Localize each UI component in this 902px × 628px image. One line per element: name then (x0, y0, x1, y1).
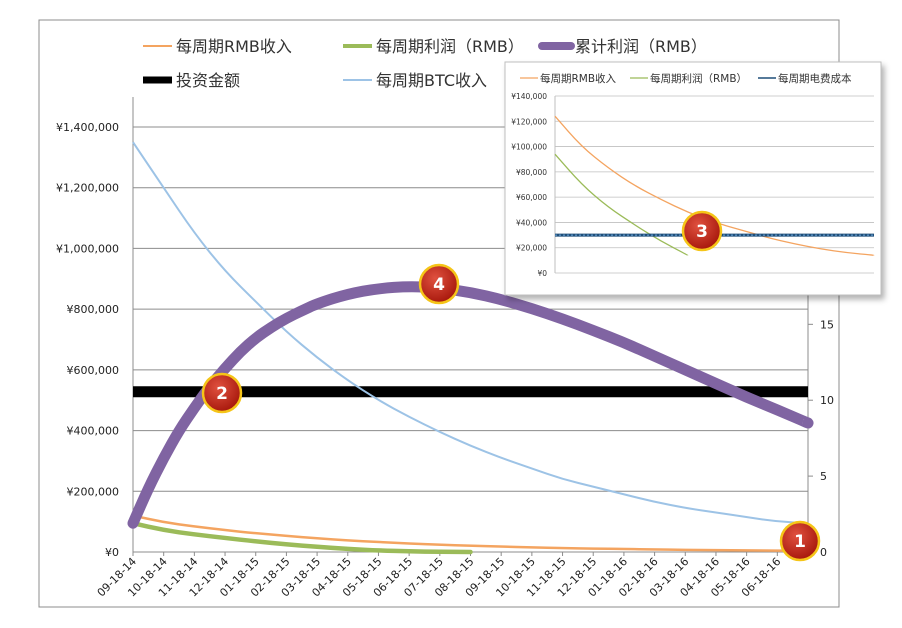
legend-label-investment: 投资金额 (176, 71, 240, 90)
main-left-tick-label: ¥1,400,000 (56, 121, 119, 134)
series-line-rmb-income (132, 514, 810, 553)
inset-y-tick-label: ¥40,000 (516, 218, 547, 227)
inset-y-tick-label: ¥100,000 (511, 143, 547, 152)
inset-y-tick-label: ¥20,000 (516, 244, 547, 253)
inset-y-axis: ¥0 ¥20,000 ¥40,000 ¥60,000 ¥80,000 ¥100,000 ¥1… (511, 92, 547, 278)
inset-chart-frame (504, 61, 882, 296)
callout-badge-3-label: 3 (696, 222, 708, 242)
main-left-axis: ¥0 ¥200,000 ¥400,000 ¥600,000 ¥800,000 ¥1,000… (56, 121, 119, 559)
inset-chart (504, 61, 882, 296)
series-line-profit (132, 521, 473, 555)
main-right-tick-label: 15 (820, 318, 834, 331)
callout-badge-1-label: 1 (794, 532, 806, 552)
main-left-tick-label: ¥1,000,000 (56, 242, 119, 255)
main-legend: 每周期RMB收入 每周期利润（RMB） 累计利润（RMB） 投资金额 每周期BT… (143, 37, 707, 90)
main-left-tick-label: ¥1,200,000 (56, 182, 119, 195)
callout-badge-2-label: 2 (216, 384, 228, 404)
inset-legend-label-power-cost: 每周期电费成本 (778, 72, 852, 85)
legend-label-btc-income: 每周期BTC收入 (376, 71, 487, 90)
main-left-tick-label: ¥800,000 (67, 303, 120, 316)
main-right-tick-label: 0 (820, 546, 827, 559)
inset-y-tick-label: ¥60,000 (516, 193, 547, 202)
inset-legend-label-profit: 每周期利润（RMB） (650, 72, 747, 85)
legend-label-profit: 每周期利润（RMB） (376, 37, 524, 56)
inset-y-tick-label: ¥120,000 (511, 117, 547, 126)
main-left-tick-label: ¥0 (105, 546, 119, 559)
inset-y-tick-label: ¥80,000 (516, 168, 547, 177)
main-right-tick-label: 10 (820, 394, 834, 407)
inset-legend: 每周期RMB收入 每周期利润（RMB） 每周期电费成本 (520, 72, 852, 85)
inset-series-line-profit (554, 153, 689, 256)
legend-label-cumulative-profit: 累计利润（RMB） (575, 37, 707, 56)
series-line-btc-income (132, 141, 810, 525)
legend-label-rmb-income: 每周期RMB收入 (176, 37, 292, 56)
series-line-cumulative-profit (127, 281, 814, 529)
main-left-tick-label: ¥600,000 (67, 364, 120, 377)
callout-badge-1: 1 (779, 520, 821, 562)
callout-badge-3: 3 (681, 210, 723, 252)
inset-y-tick-label: ¥140,000 (511, 92, 547, 101)
main-series-group (127, 141, 814, 555)
inset-legend-label-rmb-income: 每周期RMB收入 (540, 72, 617, 85)
callout-badge-2: 2 (201, 372, 243, 414)
main-left-tick-label: ¥200,000 (67, 485, 120, 498)
callout-badge-4: 4 (418, 263, 460, 305)
main-right-tick-label: 5 (820, 470, 827, 483)
main-left-tick-label: ¥400,000 (67, 425, 120, 438)
callout-badge-4-label: 4 (433, 275, 445, 295)
inset-y-tick-label: ¥0 (537, 269, 547, 278)
